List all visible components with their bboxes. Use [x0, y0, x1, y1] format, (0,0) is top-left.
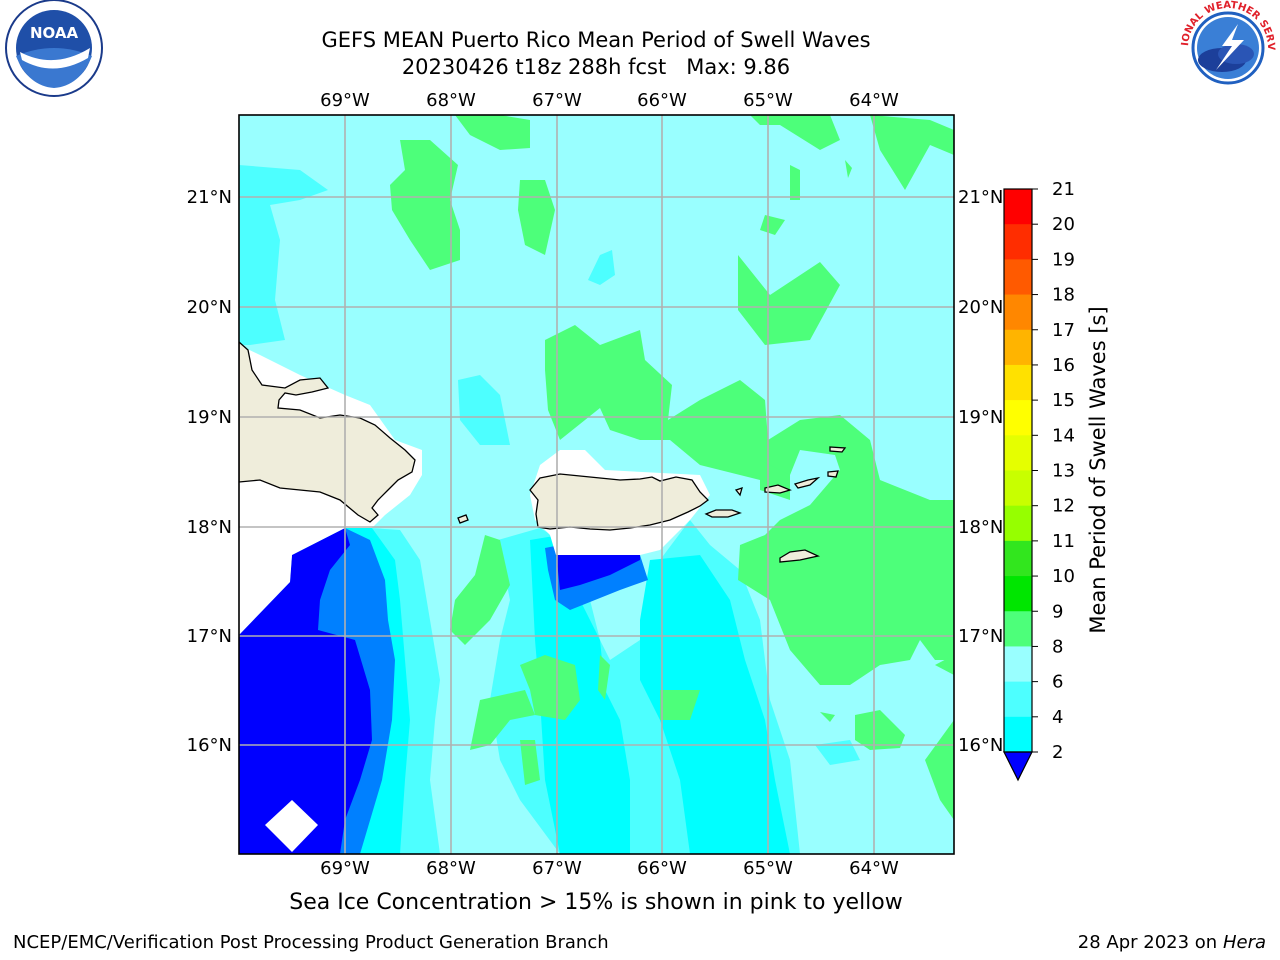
map-panel [239, 115, 954, 854]
lon-tick-bottom: 65°W [743, 858, 793, 879]
lat-tick-right: 21°N [958, 187, 1003, 208]
lat-tick-right: 18°N [958, 517, 1003, 538]
sea-ice-note: Sea Ice Concentration > 15% is shown in … [289, 890, 903, 915]
landmasses [239, 341, 847, 563]
lat-tick-left: 21°N [187, 187, 232, 208]
colorbar-swatch [1004, 716, 1032, 753]
colorbar-label: 15 [1052, 390, 1075, 411]
lon-tick-bottom: 68°W [426, 858, 476, 879]
lon-tick-bottom: 69°W [320, 858, 370, 879]
colorbar-swatch [1004, 189, 1032, 225]
footer-credit: NCEP/EMC/Verification Post Processing Pr… [13, 932, 609, 953]
colorbar-swatch [1004, 505, 1032, 542]
colorbar-swatch [1004, 294, 1032, 331]
lon-tick-top: 64°W [849, 90, 899, 111]
colorbar-label: 19 [1052, 249, 1075, 270]
footer-date-text: 28 Apr 2023 on [1077, 932, 1223, 953]
lon-tick-top: 67°W [532, 90, 582, 111]
map-gridlines [239, 115, 954, 854]
colorbar-under-triangle [1003, 751, 1033, 782]
lat-tick-right: 19°N [958, 407, 1003, 428]
colorbar-label: 2 [1052, 742, 1063, 763]
lat-tick-left: 20°N [187, 297, 232, 318]
colorbar-swatch [1004, 364, 1032, 401]
colorbar-swatch [1004, 329, 1032, 366]
lat-tick-left: 16°N [187, 735, 232, 756]
colorbar-label: 11 [1052, 531, 1075, 552]
vieques [704, 509, 742, 518]
lat-tick-left: 19°N [187, 407, 232, 428]
footer-date: 28 Apr 2023 on Hera [1078, 932, 1266, 953]
colorbar-swatch [1004, 681, 1032, 718]
lon-tick-top: 69°W [320, 90, 370, 111]
colorbar-swatch [1004, 400, 1032, 436]
colorbar-label: 16 [1052, 355, 1075, 376]
map-title-line1: GEFS MEAN Puerto Rico Mean Period of Swe… [321, 28, 871, 52]
footer-machine: Hera [1222, 932, 1266, 953]
hispaniola [239, 341, 416, 523]
lon-tick-top: 66°W [637, 90, 687, 111]
map-title-line2: 20230426 t18z 288h fcst Max: 9.86 [401, 55, 791, 79]
colorbar-swatch [1004, 259, 1032, 296]
lat-ticks-left: 21°N 20°N 19°N 18°N 17°N 16°N [187, 187, 232, 756]
nws-logo: NATIONAL WEATHER SERVICE [0, 0, 1276, 96]
lat-tick-left: 17°N [187, 626, 232, 647]
colorbar-label: 8 [1052, 636, 1063, 657]
colorbar-label: 17 [1052, 320, 1075, 341]
lon-tick-bottom: 66°W [637, 858, 687, 879]
colorbar-label: 12 [1052, 496, 1075, 517]
colorbar-swatch [1004, 224, 1032, 260]
colorbar-swatch [1004, 435, 1032, 471]
colorbar-swatch [1004, 646, 1032, 683]
colorbar-label: 13 [1052, 461, 1075, 482]
colorbar-label: 18 [1052, 285, 1075, 306]
lat-tick-right: 20°N [958, 297, 1003, 318]
culebra [734, 486, 743, 497]
lon-tick-bottom: 67°W [532, 858, 582, 879]
colorbar-label: 14 [1052, 425, 1075, 446]
colorbar-swatch [1004, 540, 1032, 577]
lon-tick-top: 65°W [743, 90, 793, 111]
st-thomas [764, 484, 792, 494]
colorbar-label: 9 [1052, 601, 1063, 622]
lon-tick-bottom: 64°W [849, 858, 899, 879]
colorbar-swatch [1004, 576, 1032, 612]
mona-island [457, 514, 469, 524]
colorbar-swatch [1004, 611, 1032, 647]
colorbar: 21 20 19 18 17 16 15 14 13 12 11 10 9 8 6 4 2 [1003, 179, 1075, 782]
colorbar-label: 4 [1052, 707, 1063, 728]
st-croix [779, 549, 821, 563]
svg-text:NATIONAL WEATHER SERVICE: NATIONAL WEATHER SERVICE [0, 0, 1276, 51]
colorbar-title: Mean Period of Swell Waves [s] [1086, 306, 1110, 634]
virgin-gorda [827, 470, 839, 478]
lat-tick-right: 16°N [958, 735, 1003, 756]
map-frame [238, 114, 955, 855]
tortola [793, 476, 821, 489]
lat-tick-right: 17°N [958, 626, 1003, 647]
lon-ticks-bottom: 69°W 68°W 67°W 66°W 65°W 64°W [320, 858, 899, 879]
anegada [829, 446, 847, 453]
colorbar-label: 6 [1052, 672, 1063, 693]
lat-ticks-right: 21°N 20°N 19°N 18°N 17°N 16°N [958, 187, 1003, 756]
lon-ticks-top: 69°W 68°W 67°W 66°W 65°W 64°W [320, 90, 899, 111]
noaa-logo: NOAA [5, 0, 103, 97]
lon-tick-top: 68°W [426, 90, 476, 111]
colorbar-label: 20 [1052, 214, 1075, 235]
period-9s-regions [390, 115, 954, 820]
lat-tick-left: 18°N [187, 517, 232, 538]
colorbar-swatch [1004, 470, 1032, 507]
noaa-logo-text: NOAA [30, 24, 79, 42]
colorbar-label: 10 [1052, 566, 1075, 587]
colorbar-label: 21 [1052, 179, 1075, 200]
period-2s-regions [239, 528, 640, 854]
nws-logo-text: NATIONAL WEATHER SERVICE [0, 0, 1276, 51]
